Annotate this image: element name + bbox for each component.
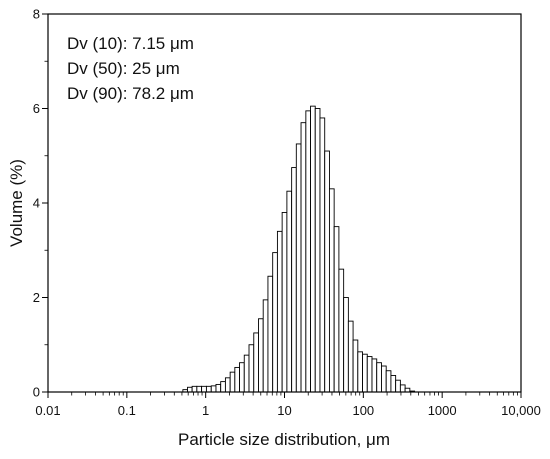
x-tick-label: 100	[352, 403, 374, 418]
bar	[300, 122, 307, 393]
bar	[399, 384, 406, 393]
y-tick-label: 4	[33, 196, 40, 211]
bar	[224, 377, 231, 393]
bar	[201, 385, 207, 393]
bar	[253, 332, 259, 393]
y-tick-label: 8	[33, 7, 40, 22]
bar	[286, 190, 293, 393]
bar	[347, 320, 354, 393]
y-tick-label: 2	[33, 290, 40, 305]
bar	[281, 211, 288, 393]
bar	[333, 226, 340, 393]
annotations-group: Dv (10): 7.15 μm Dv (50): 25 μm Dv (90): 7…	[67, 34, 194, 103]
bar	[210, 385, 217, 393]
bar	[234, 366, 240, 393]
bar	[229, 371, 236, 393]
bar	[395, 379, 401, 393]
bar	[338, 268, 345, 393]
bar	[239, 362, 245, 393]
bar	[187, 386, 193, 393]
dv-annotation: Dv (50): 25 μm	[67, 59, 180, 78]
bar	[267, 275, 274, 393]
bar	[357, 351, 363, 393]
ticks-group: 0.01 0.1 1 10 100 1000 10,000 0 2 4 6 8	[33, 7, 541, 419]
bar	[196, 385, 203, 393]
bar	[291, 167, 297, 393]
bar	[385, 370, 392, 393]
y-tick-label: 6	[33, 101, 40, 116]
bar	[258, 318, 264, 393]
dv-annotation: Dv (10): 7.15 μm	[67, 34, 194, 53]
bar	[381, 365, 387, 393]
bar	[295, 143, 302, 393]
bar	[324, 150, 330, 393]
x-tick-label: 1000	[428, 403, 457, 418]
bar	[366, 356, 373, 393]
plot-frame	[47, 13, 522, 393]
bar	[343, 297, 349, 393]
dv-annotation: Dv (90): 78.2 μm	[67, 84, 194, 103]
bar	[314, 108, 321, 393]
x-axis-title: Particle size distribution, μm	[178, 430, 390, 449]
bar	[262, 299, 269, 393]
bar	[310, 105, 316, 393]
bar	[328, 188, 335, 393]
bar	[376, 362, 382, 393]
bar	[248, 344, 255, 393]
x-tick-label: 10	[277, 403, 291, 418]
y-axis-title: Volume (%)	[7, 159, 26, 247]
bar	[305, 110, 312, 393]
bar	[205, 385, 212, 393]
bar	[243, 354, 250, 393]
bar	[220, 381, 226, 393]
y-tick-label: 0	[33, 385, 40, 400]
bar	[276, 230, 283, 393]
bar	[371, 358, 378, 393]
x-tick-label: 0.01	[35, 403, 60, 418]
bar	[319, 117, 326, 393]
bar	[390, 375, 397, 393]
bar	[362, 353, 368, 393]
bar	[352, 339, 359, 393]
x-tick-label: 10,000	[501, 403, 541, 418]
x-tick-label: 1	[202, 403, 209, 418]
x-tick-label: 0.1	[118, 403, 136, 418]
bar	[272, 252, 278, 393]
bar	[191, 385, 198, 393]
bars-group	[182, 105, 416, 393]
bar	[215, 383, 222, 393]
